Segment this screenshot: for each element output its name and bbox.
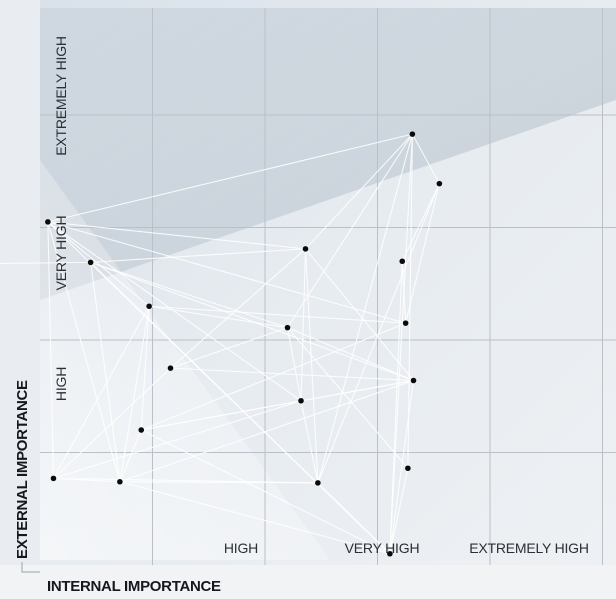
network-edge: [119, 429, 142, 482]
network-edge: [300, 248, 307, 401]
network-edge: [47, 221, 406, 324]
data-point: [410, 377, 417, 384]
network-edges: [0, 133, 440, 555]
network-edge: [140, 306, 150, 431]
data-point: [302, 246, 309, 252]
network-edge: [47, 221, 121, 482]
network-edge: [47, 221, 55, 479]
network-edge: [90, 261, 288, 329]
network-edge: [53, 367, 171, 479]
network-edge: [119, 481, 391, 555]
bottom-margin-band: [0, 565, 616, 599]
network-edge: [47, 133, 413, 223]
data-point: [298, 397, 304, 404]
network-edge: [317, 482, 391, 555]
x-tick-label-extremely-high: EXTREMELY HIGH: [469, 540, 589, 556]
network-edge: [149, 305, 288, 329]
network-edge: [401, 261, 407, 324]
data-point: [87, 259, 94, 266]
x-axis-title: INTERNAL IMPORTANCE: [47, 578, 221, 595]
network-edge: [170, 367, 414, 382]
data-point: [315, 480, 321, 486]
network-edge: [305, 133, 413, 250]
network-edge: [287, 327, 409, 469]
x-tick-label-very-high: VERY HIGH: [345, 540, 420, 556]
network-edge: [411, 133, 440, 184]
network-edge: [119, 306, 150, 482]
y-tick-label-extremely-high: EXTREMELY HIGH: [53, 36, 69, 156]
data-point: [405, 465, 411, 472]
network-edge: [304, 248, 319, 483]
network-edge: [119, 379, 414, 483]
network-edge: [401, 183, 440, 262]
network-edge: [317, 183, 440, 484]
network-edge: [389, 468, 409, 554]
data-point: [50, 475, 57, 482]
network-edge: [47, 221, 150, 307]
data-point: [146, 303, 152, 310]
y-tick-label-high: HIGH: [53, 367, 69, 401]
data-point: [402, 320, 409, 326]
data-point: [387, 550, 393, 557]
network-edge: [286, 327, 302, 401]
network-edge: [405, 183, 440, 324]
data-point: [284, 324, 291, 331]
network-edge: [90, 262, 121, 482]
network-edge: [141, 429, 391, 555]
y-tick-label-very-high: VERY HIGH: [53, 216, 69, 291]
y-axis-title: EXTERNAL IMPORTANCE: [14, 380, 31, 559]
network-edge: [170, 327, 288, 369]
network-edge: [53, 305, 150, 479]
network-edge: [287, 327, 414, 382]
network-edge: [389, 261, 403, 554]
data-point: [167, 365, 174, 371]
network-edge: [53, 400, 302, 479]
network-edge: [389, 380, 415, 554]
gridlines: [40, 8, 616, 565]
network-edge: [90, 261, 414, 382]
x-tick-label-high: HIGH: [224, 540, 258, 556]
network-edge: [317, 133, 413, 484]
network-edge: [47, 221, 306, 250]
network-edge: [119, 481, 318, 484]
data-points: [45, 131, 443, 557]
network-edge: [141, 322, 406, 431]
network-edge: [300, 379, 414, 402]
network-edge: [305, 248, 414, 381]
network-edge: [90, 248, 306, 263]
data-point: [117, 478, 123, 485]
data-point: [45, 219, 51, 225]
network-edge: [0, 261, 91, 264]
data-point: [409, 131, 416, 137]
data-point: [399, 258, 406, 265]
network-edge: [389, 134, 413, 554]
axis-corner: [21, 562, 40, 573]
network-edge: [149, 305, 406, 324]
data-point: [436, 180, 443, 187]
network-edge: [170, 248, 306, 369]
network-edge: [47, 221, 302, 402]
network-edge: [300, 400, 319, 483]
left-margin-band: [0, 0, 40, 565]
network-edge: [141, 400, 302, 431]
data-point: [138, 427, 145, 433]
